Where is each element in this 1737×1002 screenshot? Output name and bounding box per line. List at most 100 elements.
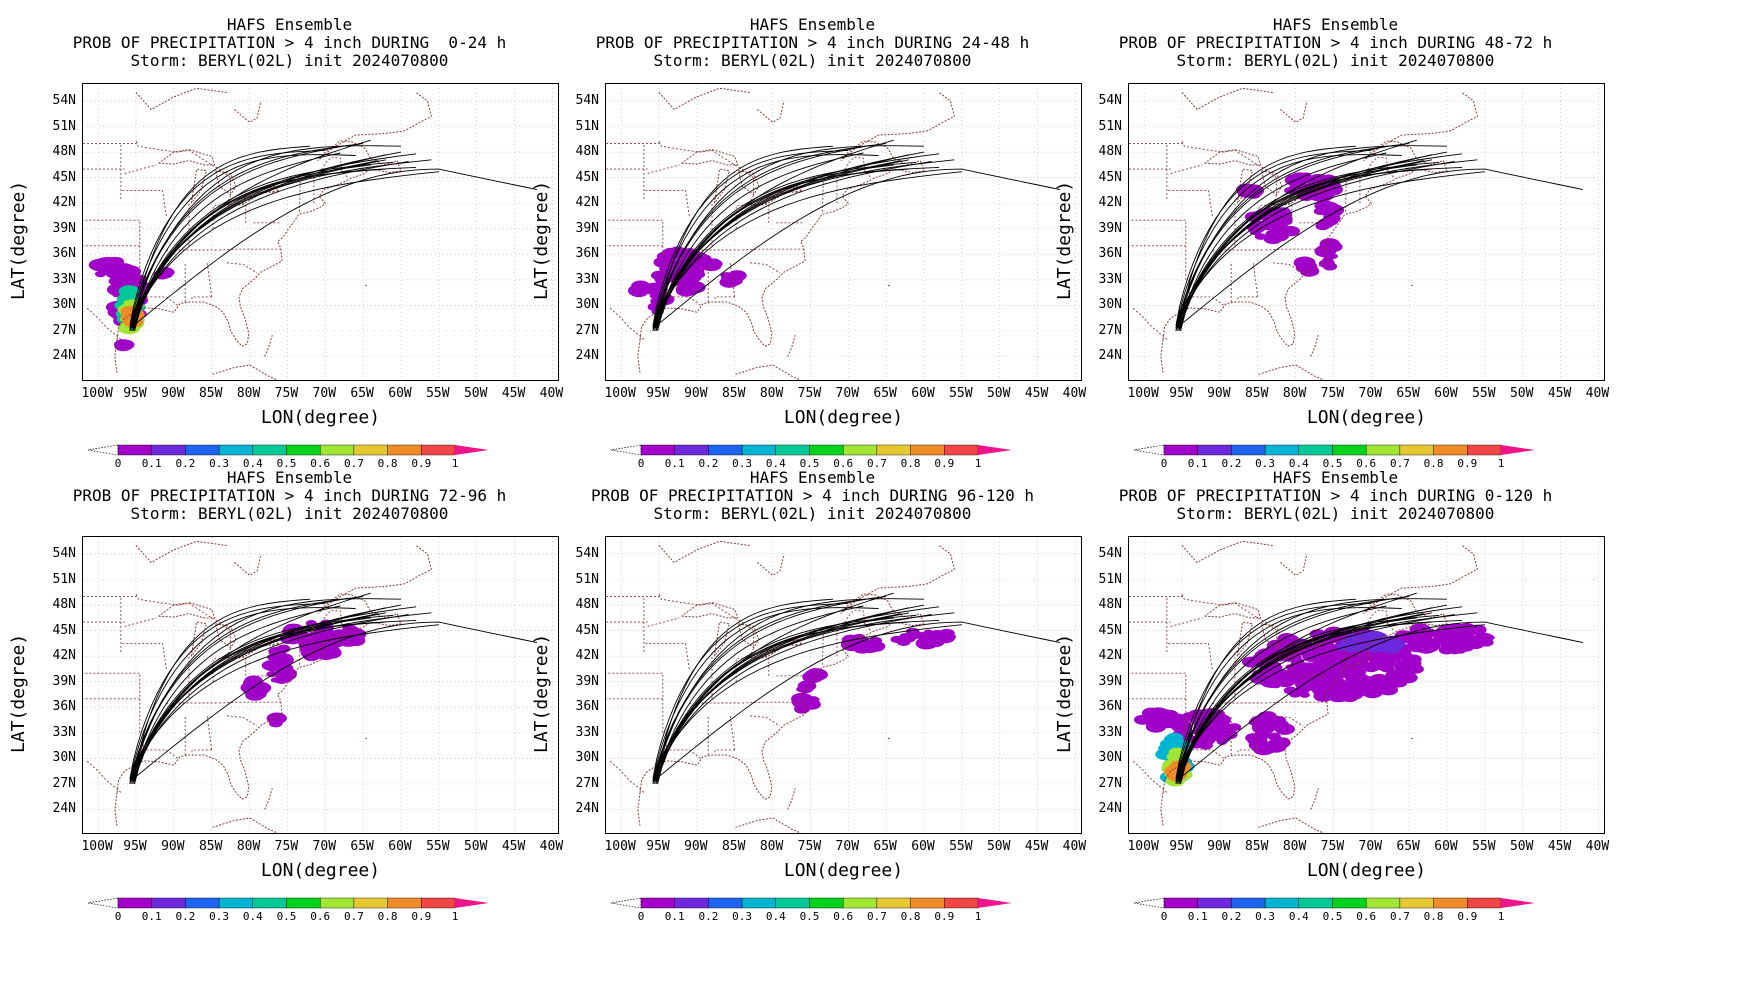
state-border [86, 760, 122, 793]
lon-tick-label: 45W [1547, 386, 1572, 401]
precip-probability-cell [118, 285, 140, 298]
coastline [639, 92, 955, 347]
lon-tick-label: 100W [81, 386, 113, 401]
precip-probability-cell [1377, 647, 1387, 653]
island-outline [787, 788, 796, 810]
precip-probability-cell [1400, 654, 1413, 662]
colorbar-label: 0.5 [799, 910, 820, 923]
lat-tick-label: 27N [1098, 775, 1122, 791]
colorbar-label: 0.6 [833, 457, 854, 470]
precip-probability-cell [1268, 739, 1278, 745]
colorbar-label: 0.2 [175, 910, 196, 923]
lon-tick-label: 65W [1396, 839, 1420, 854]
precip-probability-cell [116, 339, 135, 351]
ensemble-track [131, 171, 439, 326]
colorbar-label: 0.4 [242, 910, 263, 923]
precip-probability-cell [346, 635, 366, 646]
colorbar-label: 0.9 [934, 910, 955, 923]
map-svg [83, 537, 558, 833]
colorbar-label: 0.1 [1187, 457, 1208, 470]
lake-outline [1236, 168, 1254, 204]
ensemble-track [132, 153, 417, 332]
lon-tick-label: 40W [539, 839, 564, 854]
coastline [1280, 553, 1308, 576]
colorbar-label: 0.1 [141, 457, 162, 470]
coastline [1280, 100, 1308, 123]
island-outline [887, 284, 891, 287]
state-border [83, 219, 141, 280]
state-border [1132, 307, 1168, 340]
island-outline [787, 335, 796, 357]
ensemble-track [129, 151, 402, 332]
colorbar-segment [842, 897, 878, 909]
lon-tick-label: 85W [1244, 386, 1269, 401]
colorbar-segment [1231, 897, 1266, 909]
colorbar-under-arrow [1134, 444, 1165, 456]
ensemble-track [134, 152, 341, 329]
lat-tick-label: 51N [575, 571, 599, 587]
map-panel-2: HAFS Ensemble PROB OF PRECIPITATION > 4 i… [523, 0, 1102, 501]
ensemble-track [1177, 171, 1485, 326]
precip-probability-cell [944, 633, 957, 641]
lat-tick-label: 33N [52, 724, 76, 740]
precip-probability-cell [1282, 213, 1292, 219]
lon-tick-label: 60W [1434, 386, 1458, 401]
colorbar-segment [185, 897, 220, 909]
precip-probability-cell [266, 671, 277, 678]
precip-probability-cell [1208, 715, 1226, 725]
lon-tick-label: 90W [161, 839, 185, 854]
colorbar-segment [353, 897, 388, 909]
island-outline [264, 788, 273, 810]
colorbar-label: 0 [637, 910, 645, 923]
panel-title: HAFS Ensemble [226, 468, 353, 487]
colorbar-segment [1365, 897, 1401, 909]
precip-probability-cell [798, 684, 814, 694]
map-svg [606, 84, 1081, 380]
lat-tick-label: 48N [52, 597, 76, 613]
map-svg [1129, 84, 1604, 380]
lat-tick-label: 39N [575, 220, 599, 236]
panel-subtitle: PROB OF PRECIPITATION > 4 inch DURING 96… [590, 486, 1035, 505]
colorbar-label: 0.3 [209, 457, 230, 470]
colorbar-label: 0 [1160, 457, 1168, 470]
state-border [1166, 642, 1213, 670]
precip-probability-cell [802, 699, 821, 710]
colorbar-label: 0.1 [664, 457, 685, 470]
island-outline [1310, 335, 1319, 357]
ensemble-track [129, 143, 364, 332]
state-border [120, 642, 167, 670]
lat-tick-label: 39N [1098, 673, 1122, 689]
lat-tick-label: 51N [52, 571, 76, 587]
lat-tick-label: 54N [575, 546, 599, 562]
state-border [86, 307, 122, 340]
lon-tick-label: 40W [1062, 386, 1087, 401]
state-border [1129, 672, 1187, 733]
ensemble-track [129, 596, 364, 785]
map-plot-area [1128, 83, 1605, 381]
lon-tick-label: 100W [604, 386, 636, 401]
colorbar-segment [809, 897, 844, 909]
coastline [114, 792, 118, 827]
lon-tick-label: 95W [1169, 839, 1193, 854]
lat-tick-label: 48N [575, 597, 599, 613]
lon-tick-label: 40W [1062, 839, 1087, 854]
lat-tick-label: 24N [52, 801, 76, 817]
precip-probability-cell [1259, 220, 1276, 230]
lon-tick-label: 65W [350, 839, 374, 854]
precip-probability-cell [636, 287, 648, 295]
island-outline [212, 364, 279, 380]
ensemble-track [1180, 168, 1432, 329]
lake-outline [190, 621, 208, 657]
ensemble-track [132, 145, 311, 331]
precip-probability-cell [1378, 655, 1393, 664]
lon-tick-label: 45W [501, 386, 526, 401]
lat-tick-label: 33N [1098, 271, 1122, 287]
state-border [606, 219, 664, 280]
lat-tick-label: 36N [1098, 699, 1122, 715]
colorbar-label: 0.8 [1423, 910, 1444, 923]
lon-tick-label: 80W [236, 386, 261, 401]
state-border [124, 164, 157, 174]
colorbar [88, 897, 488, 909]
lon-tick-label: 55W [949, 839, 973, 854]
island-outline [264, 335, 273, 357]
